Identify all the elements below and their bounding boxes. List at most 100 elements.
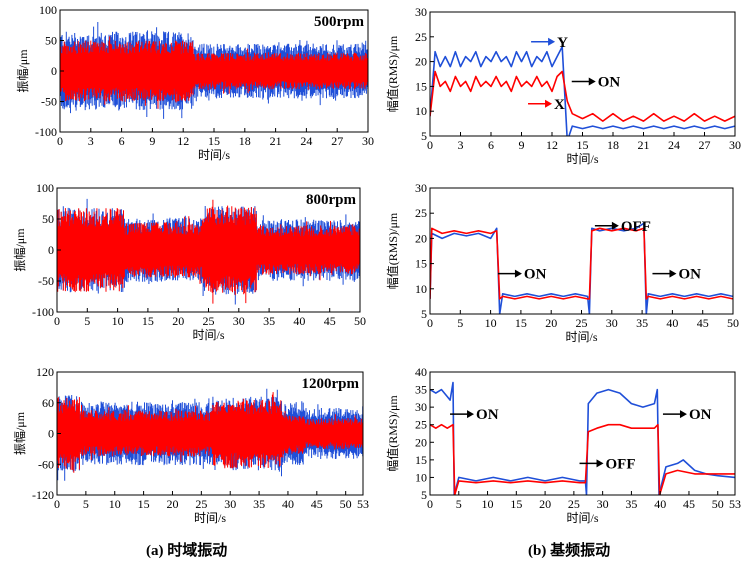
x-axis-label: 时间/s	[198, 148, 230, 162]
x-tick-label: 25	[568, 497, 580, 511]
x-axis-label: 时间/s	[194, 511, 226, 525]
x-tick-label: 35	[625, 497, 637, 511]
series-group-b3	[430, 381, 735, 495]
x-tick-label: 35	[253, 497, 265, 511]
x-tick-label: 0	[57, 134, 63, 148]
x-tick-label: 35	[263, 314, 275, 328]
annotation-arrow-head	[545, 99, 553, 108]
x-tick-label: 15	[515, 316, 527, 330]
x-tick-label: 21	[270, 134, 282, 148]
series-group-b2	[430, 222, 733, 314]
rms-series-x	[430, 70, 735, 122]
rms-series-x	[430, 227, 733, 300]
y-tick-label: 120	[36, 365, 54, 379]
rms-series-y	[430, 381, 735, 495]
y-tick-label: 20	[415, 435, 427, 449]
y-tick-label: -50	[38, 274, 54, 288]
x-tick-label: 0	[427, 497, 433, 511]
annotation-label: ON	[524, 267, 547, 283]
y-tick-label: 10	[415, 282, 427, 296]
x-tick-label: 10	[482, 497, 494, 511]
x-tick-label: 9	[149, 134, 155, 148]
x-tick-label: 45	[324, 314, 336, 328]
annotation-label: ON	[678, 267, 701, 283]
y-tick-label: 15	[415, 453, 427, 467]
x-tick-label: 25	[195, 497, 207, 511]
x-tick-label: 9	[519, 138, 525, 152]
vibration-trace-red	[57, 199, 360, 304]
speed-title: 1200rpm	[302, 376, 360, 392]
y-tick-label: 25	[415, 206, 427, 220]
y-tick-label: -100	[32, 305, 54, 319]
annotation-label: ON	[476, 407, 499, 423]
x-tick-label: 0	[427, 138, 433, 152]
rms-series-y	[430, 45, 735, 136]
annotation-label: Y	[557, 35, 568, 51]
x-tick-label: 40	[666, 316, 678, 330]
x-tick-label: 20	[545, 316, 557, 330]
x-tick-label: 25	[576, 316, 588, 330]
annotation-arrow-head	[679, 410, 687, 419]
y-tick-label: -120	[32, 488, 54, 502]
x-tick-label: 5	[83, 497, 89, 511]
annotation-label: X	[554, 97, 565, 113]
x-tick-label: 40	[282, 497, 294, 511]
y-tick-label: 100	[39, 3, 57, 17]
x-axis-label: 时间/s	[192, 328, 224, 342]
y-tick-label: 5	[421, 129, 427, 143]
y-tick-label: 15	[415, 79, 427, 93]
vibration-trace-red	[60, 36, 368, 109]
x-tick-label: 12	[177, 134, 189, 148]
caption-b: (b) 基频振动	[528, 543, 611, 559]
x-tick-label: 53	[357, 497, 369, 511]
x-tick-label: 27	[699, 138, 711, 152]
annotation-arrow-head	[548, 37, 556, 46]
x-tick-label: 40	[293, 314, 305, 328]
x-tick-label: 12	[546, 138, 558, 152]
y-tick-label: 35	[415, 383, 427, 397]
x-tick-label: 30	[597, 497, 609, 511]
y-tick-label: -100	[35, 125, 57, 139]
y-tick-label: 30	[415, 400, 427, 414]
x-tick-label: 18	[239, 134, 251, 148]
x-tick-label: 27	[331, 134, 343, 148]
y-tick-label: 0	[48, 243, 54, 257]
x-tick-label: 30	[729, 138, 741, 152]
series-group-b1	[430, 45, 735, 136]
x-axis-label: 时间/s	[566, 511, 598, 525]
x-tick-label: 0	[54, 314, 60, 328]
y-tick-label: 0	[48, 427, 54, 441]
x-tick-label: 25	[203, 314, 215, 328]
vibration-trace-red	[57, 392, 363, 473]
x-tick-label: 50	[354, 314, 366, 328]
y-tick-label: 5	[421, 307, 427, 321]
x-tick-label: 45	[311, 497, 323, 511]
y-tick-label: 100	[36, 181, 54, 195]
x-tick-label: 50	[340, 497, 352, 511]
y-axis-label: 幅值(RMS)/μm	[385, 395, 400, 472]
x-tick-label: 40	[654, 497, 666, 511]
x-tick-label: 30	[362, 134, 374, 148]
y-tick-label: 25	[415, 418, 427, 432]
annotation-arrow-head	[596, 459, 604, 468]
y-tick-label: -50	[41, 95, 57, 109]
x-tick-label: 30	[233, 314, 245, 328]
caption-a: (a) 时域振动	[146, 543, 228, 559]
x-tick-label: 15	[577, 138, 589, 152]
y-axis-label: 振幅/μm	[12, 228, 27, 272]
y-tick-label: 40	[415, 365, 427, 379]
annotation-label: ON	[598, 74, 621, 90]
y-tick-label: 5	[421, 488, 427, 502]
x-tick-label: 3	[458, 138, 464, 152]
x-tick-label: 0	[54, 497, 60, 511]
x-axis-label: 时间/s	[566, 152, 598, 166]
y-tick-label: 30	[415, 181, 427, 195]
x-tick-label: 21	[638, 138, 650, 152]
x-tick-label: 30	[224, 497, 236, 511]
x-tick-label: 15	[138, 497, 150, 511]
y-tick-label: 15	[415, 257, 427, 271]
y-axis-label: 振幅/μm	[15, 49, 30, 93]
rms-series-y	[430, 222, 733, 314]
x-tick-label: 5	[457, 316, 463, 330]
speed-title: 500rpm	[314, 14, 365, 30]
